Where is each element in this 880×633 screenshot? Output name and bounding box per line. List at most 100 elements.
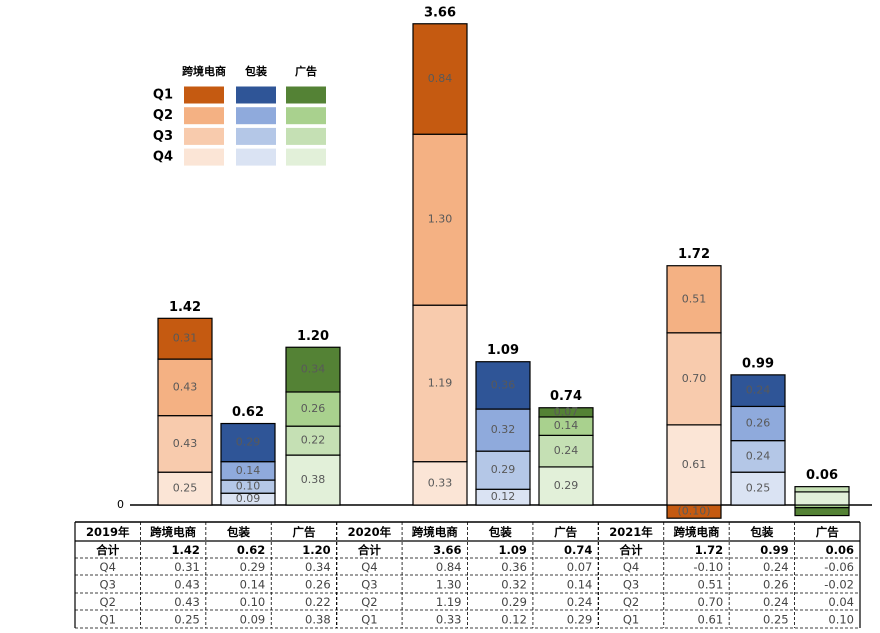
legend-column: 跨境电商 — [182, 64, 226, 78]
total-label: 1.72 — [678, 247, 710, 262]
table-cell: 2021年 — [609, 525, 653, 539]
legend-column: 包装 — [244, 64, 267, 78]
bar-segment — [285, 454, 341, 506]
segment-label: 0.07 — [554, 405, 579, 418]
table-cell: 0.99 — [760, 543, 788, 557]
bar-segment — [412, 461, 468, 506]
table-cell: 1.09 — [499, 543, 527, 557]
legend-swatch — [236, 107, 276, 125]
total-label: 0.62 — [232, 405, 264, 420]
table-cell: 0.84 — [436, 560, 462, 574]
legend-row: Q3 — [153, 129, 173, 144]
bar-segment — [666, 504, 722, 519]
table-cell: 合计 — [96, 543, 119, 557]
segment-label: 0.38 — [301, 473, 326, 486]
table-cell: 0.51 — [698, 578, 724, 592]
table-cell: 0.25 — [763, 613, 789, 627]
legend-row: Q1 — [153, 88, 173, 103]
total-label: 0.99 — [742, 356, 774, 371]
bar-segment — [157, 415, 213, 473]
segment-label: 0.25 — [173, 482, 198, 495]
legend-swatch — [184, 127, 224, 145]
segment-label: 0.33 — [428, 476, 453, 489]
table-cell: 跨境电商 — [673, 525, 719, 539]
legend-row: Q2 — [153, 108, 173, 123]
table-cell: 0.29 — [567, 613, 593, 627]
table-cell: 0.06 — [826, 543, 854, 557]
bar-segment — [412, 304, 468, 463]
legend-swatch — [286, 86, 326, 104]
bar-segment — [285, 346, 341, 393]
legend-swatch — [286, 107, 326, 125]
y-tick-label: 0 — [117, 498, 124, 511]
total-label: 0.06 — [806, 468, 838, 483]
table-cell: Q3 — [623, 578, 639, 592]
table-cell: Q3 — [100, 578, 116, 592]
table-cell: 0.04 — [828, 595, 854, 609]
table-cell: 合计 — [358, 543, 381, 557]
legend-swatch — [286, 127, 326, 145]
bar-segment — [538, 466, 594, 506]
table-cell: 0.10 — [240, 595, 266, 609]
bar-segment — [730, 405, 786, 442]
table-cell: 0.32 — [501, 578, 527, 592]
bar-segment — [220, 422, 276, 463]
segment-label: 1.30 — [428, 213, 453, 226]
bar-segment — [475, 408, 531, 452]
legend-swatch — [184, 107, 224, 125]
table-cell: 0.34 — [305, 560, 331, 574]
table-cell: Q1 — [100, 613, 116, 627]
bar-segment — [538, 407, 594, 418]
bar-segment — [285, 391, 341, 427]
table-cell: 0.10 — [828, 613, 854, 627]
table-cell: 包装 — [226, 525, 250, 539]
segment-label: 0.32 — [491, 423, 516, 436]
table-cell: 跨境电商 — [412, 525, 458, 539]
table-cell: Q3 — [361, 578, 377, 592]
segment-label: 0.61 — [682, 458, 707, 471]
table-cell: Q1 — [623, 613, 639, 627]
total-label: 1.09 — [487, 343, 519, 358]
table-cell: 0.24 — [763, 560, 789, 574]
legend-swatch — [286, 148, 326, 166]
table-cell: 3.66 — [433, 543, 461, 557]
table-cell: 0.24 — [567, 595, 593, 609]
table-cell: 0.62 — [237, 543, 265, 557]
table-cell: 0.07 — [567, 560, 593, 574]
segment-label: 0.29 — [491, 463, 516, 476]
table-cell: 包装 — [749, 525, 773, 539]
segment-label: 0.14 — [554, 419, 579, 432]
table-cell: 1.72 — [695, 543, 723, 557]
table-cell: -0.02 — [824, 578, 854, 592]
table-cell: Q4 — [623, 560, 639, 574]
segment-label: 0.31 — [173, 332, 198, 345]
bar-segment — [794, 507, 850, 517]
table-cell: 0.74 — [564, 543, 592, 557]
bar-segment — [794, 491, 850, 506]
total-label: 1.20 — [297, 329, 329, 344]
table-cell: 0.31 — [174, 560, 200, 574]
bar-segment — [157, 317, 213, 360]
table-cell: 0.43 — [174, 595, 200, 609]
bar-segment — [475, 450, 531, 490]
segment-label: 0.09 — [236, 492, 261, 505]
bar-segment — [157, 471, 213, 506]
segment-label: 0.29 — [554, 479, 579, 492]
segment-label: 0.14 — [236, 464, 261, 477]
bar-segment — [285, 425, 341, 456]
bar-segment — [475, 361, 531, 410]
table-cell: 跨境电商 — [150, 525, 196, 539]
segment-label: 0.24 — [746, 449, 771, 462]
segment-label: 0.51 — [682, 292, 707, 305]
table-cell: 广告 — [292, 525, 315, 539]
table-cell: 广告 — [816, 525, 839, 539]
segment-label: 0.43 — [173, 437, 198, 450]
table-cell: 0.38 — [305, 613, 331, 627]
table-cell: 2019年 — [86, 525, 130, 539]
table-cell: 0.09 — [240, 613, 266, 627]
table-cell: 0.24 — [763, 595, 789, 609]
legend-swatch — [184, 86, 224, 104]
segment-label: 1.19 — [428, 376, 453, 389]
